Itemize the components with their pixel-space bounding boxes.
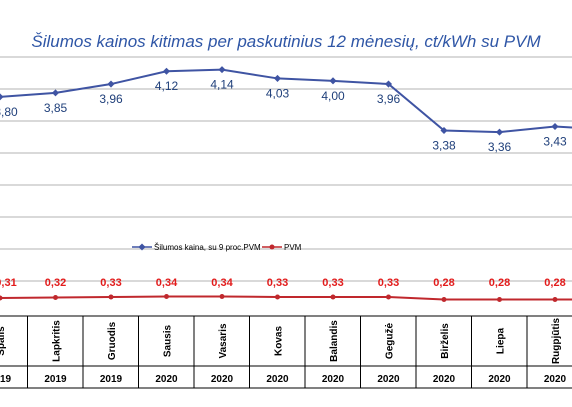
- vat-marker-8: [441, 297, 447, 302]
- price-marker-0: [0, 93, 4, 101]
- month-label-4: Vasaris: [218, 323, 229, 358]
- category-axis: Spalis 2019 Lapkritis 2019 Gruodis 2019 Sausis…: [0, 315, 572, 389]
- vat-label-10: 0,28: [544, 277, 565, 289]
- vat-label-5: 0,33: [267, 277, 288, 289]
- month-label-6: Balandis: [329, 320, 340, 362]
- vat-marker-7: [386, 294, 391, 300]
- price-marker-7: [384, 80, 393, 88]
- month-label-9: Liepa: [496, 328, 507, 355]
- month-label-7: Gegužė: [385, 323, 396, 360]
- vat-label-8: 0,28: [433, 277, 454, 289]
- year-label-0: 2019: [0, 374, 12, 385]
- price-label-8: 3,38: [432, 138, 456, 152]
- price-marker-8: [440, 126, 448, 135]
- vat-marker-2: [108, 294, 114, 300]
- month-label-8: Birželis: [440, 323, 451, 359]
- year-label-5: 2020: [266, 374, 289, 385]
- price-label-1: 3,85: [44, 101, 68, 115]
- vat-marker-1: [53, 295, 58, 300]
- vat-label-7: 0,33: [378, 277, 399, 289]
- vat-label-4: 0,34: [211, 277, 233, 289]
- price-marker-4: [218, 66, 226, 74]
- chart-title: Šilumos kainos kitimas per paskutinius 1…: [31, 32, 541, 51]
- data-labels: 3,80 3,85 3,96 4,12 4,14 4,03 4,00 3,96 3,38 3,36…: [0, 78, 567, 289]
- chart-series: [0, 66, 572, 302]
- year-label-8: 2020: [433, 374, 456, 385]
- year-label-7: 2020: [377, 374, 400, 385]
- price-label-2: 3,96: [99, 92, 123, 106]
- vat-label-2: 0,33: [100, 277, 121, 289]
- price-label-7: 3,96: [377, 92, 401, 106]
- vat-marker-10: [552, 297, 558, 302]
- price-label-0: 3,80: [0, 105, 18, 119]
- vat-marker-5: [275, 294, 280, 300]
- legend-marker-vat: [269, 244, 275, 250]
- price-marker-5: [273, 74, 282, 82]
- price-marker-1: [51, 89, 60, 97]
- year-label-9: 2020: [488, 374, 511, 385]
- price-marker-10: [551, 122, 559, 131]
- chart-legend: Šilumos kaina, su 9 proc.PVM PVM: [132, 243, 302, 252]
- price-marker-9: [495, 128, 504, 136]
- vat-label-6: 0,33: [322, 277, 343, 289]
- month-label-2: Gruodis: [107, 321, 118, 360]
- vat-label-1: 0,32: [45, 277, 66, 289]
- legend-marker-price: [138, 243, 146, 251]
- year-label-2: 2019: [100, 374, 123, 385]
- price-marker-3: [162, 67, 171, 75]
- vat-marker-0: [0, 295, 3, 301]
- vat-label-0: 0,31: [0, 277, 17, 289]
- month-label-10: Rugpjūtis: [551, 318, 562, 365]
- vat-marker-6: [330, 294, 336, 300]
- vat-marker-3: [164, 294, 169, 299]
- series-line-vat: [0, 295, 572, 301]
- year-label-1: 2019: [44, 374, 67, 385]
- price-label-6: 4,00: [321, 89, 345, 103]
- legend-label-vat: PVM: [284, 243, 302, 252]
- year-label-10: 2020: [544, 374, 567, 385]
- price-label-9: 3,36: [488, 140, 512, 154]
- price-label-4: 4,14: [210, 78, 234, 92]
- vat-label-9: 0,28: [489, 277, 510, 289]
- month-label-1: Lapkritis: [52, 320, 63, 362]
- series-line-price: [0, 68, 572, 134]
- price-marker-6: [329, 77, 337, 85]
- legend-label-price: Šilumos kaina, su 9 proc.PVM: [154, 243, 261, 252]
- price-label-3: 4,12: [155, 79, 179, 93]
- month-label-0: Spalis: [0, 326, 7, 356]
- vat-marker-9: [497, 297, 502, 302]
- vat-label-3: 0,34: [156, 277, 178, 289]
- year-label-4: 2020: [211, 374, 234, 385]
- month-label-5: Kovas: [274, 326, 285, 356]
- price-label-10: 3,43: [543, 134, 567, 148]
- price-label-5: 4,03: [266, 86, 290, 100]
- year-label-3: 2020: [155, 374, 178, 385]
- price-marker-2: [107, 80, 115, 88]
- chart-gridlines: [0, 56, 572, 282]
- vat-marker-4: [219, 294, 225, 299]
- month-label-3: Sausis: [163, 324, 174, 357]
- year-label-6: 2020: [322, 374, 345, 385]
